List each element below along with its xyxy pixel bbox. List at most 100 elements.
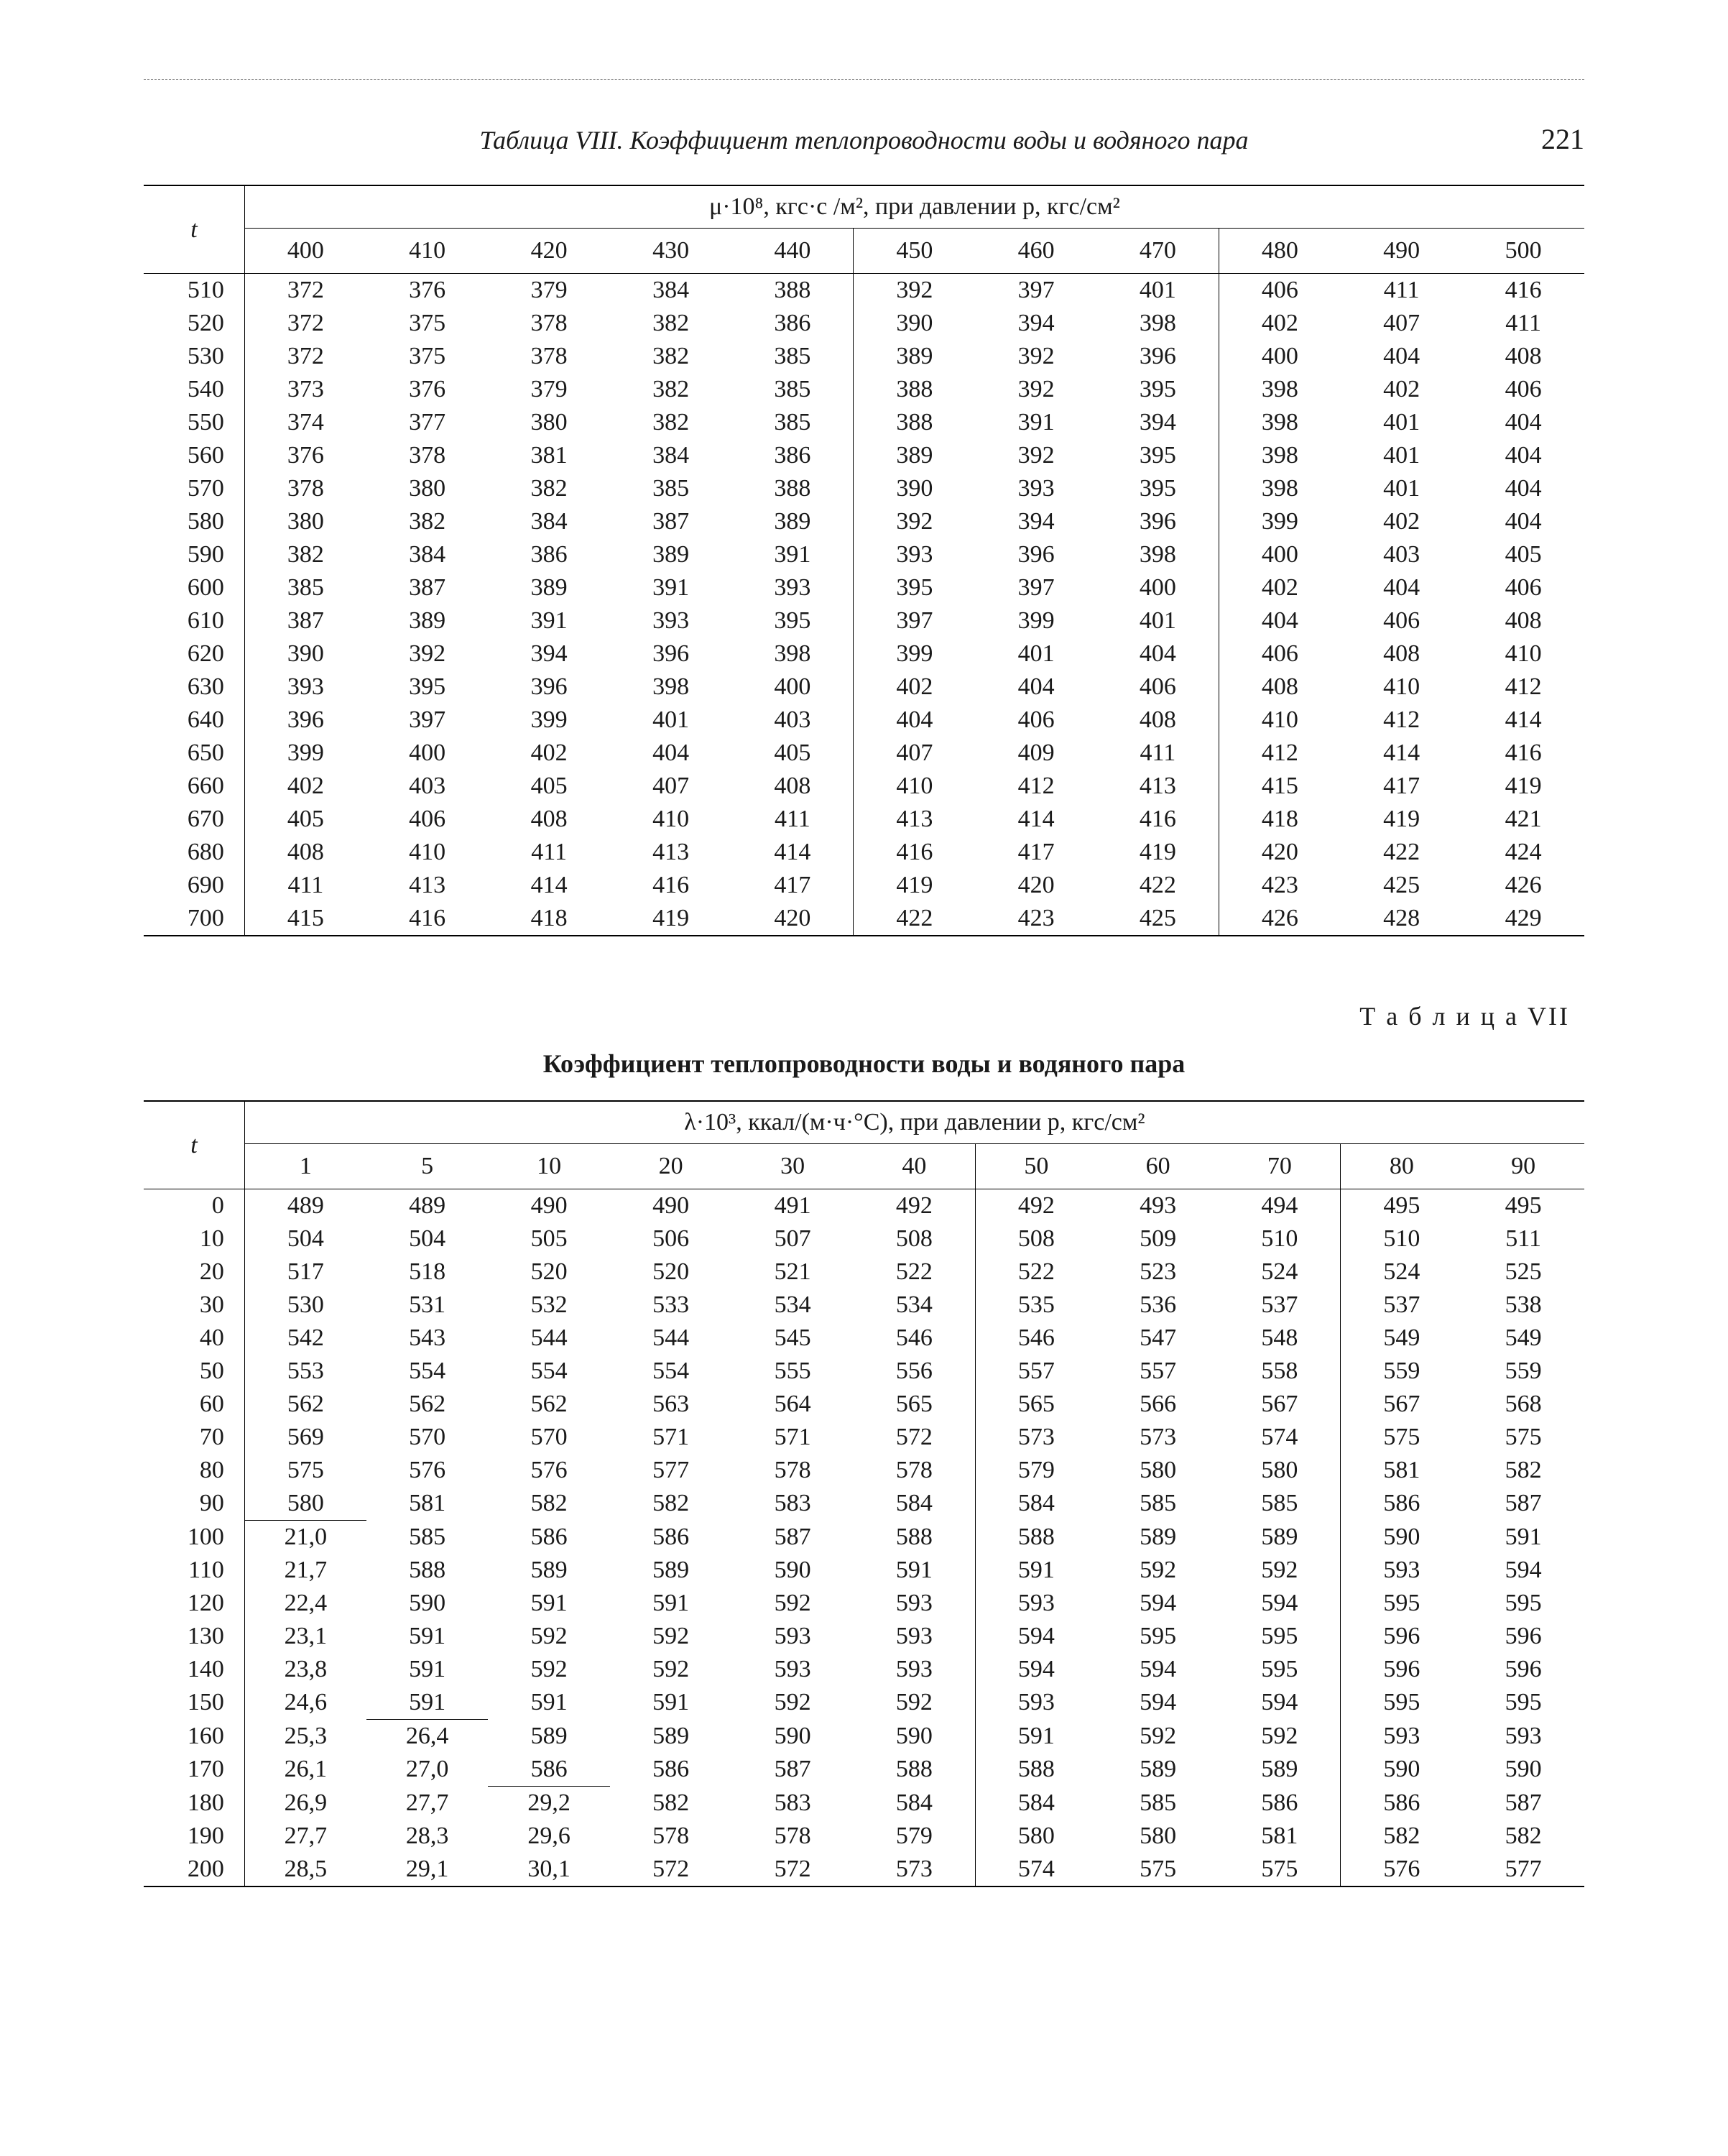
data-cell: 565 [854,1388,976,1421]
t-value: 570 [144,472,244,505]
data-cell: 562 [244,1388,366,1421]
data-cell: 585 [1219,1487,1341,1521]
data-cell: 393 [975,472,1097,505]
data-cell: 578 [610,1820,732,1853]
data-cell: 382 [610,406,732,439]
pressure-col-header: 70 [1219,1144,1341,1189]
data-cell: 591 [1462,1521,1584,1554]
data-cell: 588 [854,1753,976,1787]
data-cell: 574 [975,1853,1097,1886]
data-cell: 375 [366,307,489,340]
pressure-super-header: λ·10³, ккал/(м·ч·°C), при давлении p, кг… [244,1102,1584,1144]
data-cell: 429 [1462,902,1584,935]
data-cell: 392 [366,637,489,671]
data-cell: 549 [1341,1322,1463,1355]
data-cell: 400 [366,737,489,770]
data-cell: 405 [731,737,854,770]
data-cell: 413 [854,803,976,836]
data-cell: 587 [1462,1787,1584,1820]
data-cell: 596 [1341,1620,1463,1653]
data-cell: 388 [854,406,976,439]
data-cell: 594 [1097,1587,1219,1620]
data-cell: 376 [366,274,489,308]
data-cell: 586 [1219,1787,1341,1820]
data-cell: 396 [975,538,1097,571]
data-cell: 390 [854,307,976,340]
data-cell: 381 [488,439,610,472]
data-cell: 405 [244,803,366,836]
data-cell: 395 [854,571,976,604]
pressure-super-header: μ·10⁸, кгс·с /м², при давлении p, кгс/см… [244,186,1584,229]
data-cell: 29,6 [488,1820,610,1853]
t-value: 120 [144,1587,244,1620]
data-cell: 400 [1219,340,1341,373]
t-value: 70 [144,1421,244,1454]
data-cell: 372 [244,274,366,308]
data-cell: 27,7 [366,1787,489,1820]
data-cell: 591 [366,1686,489,1720]
data-cell: 544 [610,1322,732,1355]
data-cell: 591 [610,1686,732,1720]
data-cell: 393 [731,571,854,604]
data-cell: 559 [1462,1355,1584,1388]
data-cell: 397 [854,604,976,637]
data-cell: 406 [366,803,489,836]
data-cell: 426 [1219,902,1341,935]
data-cell: 417 [975,836,1097,869]
data-cell: 591 [366,1620,489,1653]
data-cell: 509 [1097,1222,1219,1256]
data-cell: 419 [1341,803,1463,836]
data-cell: 592 [1219,1720,1341,1754]
t-value: 680 [144,836,244,869]
data-cell: 394 [975,505,1097,538]
data-cell: 29,2 [488,1787,610,1820]
data-cell: 563 [610,1388,732,1421]
data-cell: 398 [1097,538,1219,571]
data-cell: 592 [488,1620,610,1653]
data-cell: 405 [488,770,610,803]
data-cell: 575 [1462,1421,1584,1454]
data-cell: 412 [1462,671,1584,704]
data-cell: 594 [1462,1554,1584,1587]
data-cell: 384 [488,505,610,538]
data-cell: 585 [366,1521,489,1554]
data-cell: 593 [1341,1554,1463,1587]
data-cell: 580 [975,1820,1097,1853]
t-value: 130 [144,1620,244,1653]
pressure-col-header: 450 [854,229,976,274]
data-cell: 523 [1097,1256,1219,1289]
data-cell: 412 [1341,704,1463,737]
data-cell: 543 [366,1322,489,1355]
pressure-col-header: 30 [731,1144,854,1189]
data-cell: 576 [1341,1853,1463,1886]
t-value: 580 [144,505,244,538]
data-cell: 400 [1097,571,1219,604]
data-cell: 573 [1097,1421,1219,1454]
data-cell: 402 [1219,307,1341,340]
t-value: 650 [144,737,244,770]
data-cell: 405 [1462,538,1584,571]
data-cell: 407 [1341,307,1463,340]
t-value: 40 [144,1322,244,1355]
data-cell: 379 [488,373,610,406]
data-cell: 589 [1219,1753,1341,1787]
data-cell: 588 [854,1521,976,1554]
data-cell: 392 [854,505,976,538]
data-cell: 402 [244,770,366,803]
t-value: 690 [144,869,244,902]
pressure-col-header: 420 [488,229,610,274]
data-cell: 404 [610,737,732,770]
data-cell: 414 [1341,737,1463,770]
data-cell: 388 [731,274,854,308]
data-cell: 395 [1097,472,1219,505]
data-cell: 536 [1097,1289,1219,1322]
data-cell: 415 [1219,770,1341,803]
t-value: 540 [144,373,244,406]
data-cell: 571 [610,1421,732,1454]
pressure-col-header: 60 [1097,1144,1219,1189]
data-cell: 548 [1219,1322,1341,1355]
data-cell: 577 [610,1454,732,1487]
data-cell: 398 [1219,406,1341,439]
data-cell: 21,0 [244,1521,366,1554]
pressure-col-header: 10 [488,1144,610,1189]
